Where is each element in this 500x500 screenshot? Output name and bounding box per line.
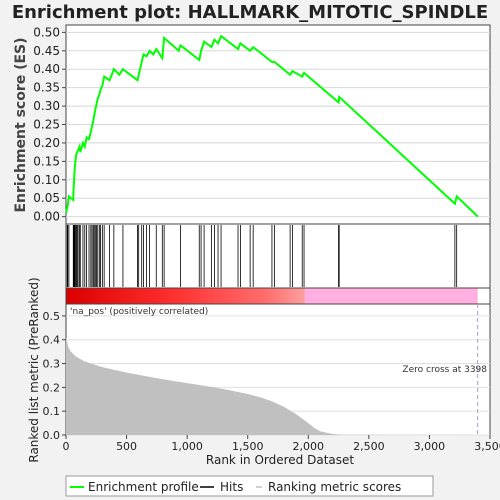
es-y-tick-label: 0.20 (33, 136, 60, 150)
legend-metric-label: Ranking metric scores (268, 480, 401, 494)
es-y-tick-label: 0.45 (33, 44, 60, 58)
es-y-tick-label: 0.25 (33, 118, 60, 132)
negative-segment (304, 288, 478, 304)
legend-box (65, 475, 434, 497)
legend-hits-label: Hits (220, 480, 243, 494)
x-tick-label: 0 (63, 440, 70, 453)
es-y-tick-label: 0.15 (33, 154, 60, 168)
zero-cross-label: Zero cross at 3398 (402, 365, 487, 375)
es-y-tick-label: 0.35 (33, 81, 60, 95)
es-grid (66, 31, 490, 218)
metric-y-tick-label: 0.4 (43, 334, 61, 347)
es-y-axis-label: Enrichment score (ES) (13, 37, 29, 212)
es-y-tick-label: 0.50 (33, 25, 60, 39)
metric-y-tick-label: 0.3 (43, 358, 61, 371)
enrichment-profile-line (65, 34, 479, 218)
metric-y-tick-label: 0.1 (43, 405, 61, 418)
metric-y-tick-label: 0.0 (43, 429, 61, 442)
x-tick-label: 3,500 (474, 440, 500, 453)
es-y-tick-label: 0.10 (33, 173, 60, 187)
hits-plot-area (65, 223, 491, 289)
es-y-tick-label: 0.30 (33, 99, 60, 113)
legend: Enrichment profile Hits Ranking metric s… (65, 475, 434, 497)
x-tick-label: 2,500 (353, 440, 385, 453)
x-tick-label: 500 (116, 440, 137, 453)
es-panel: 0.00 0.05 0.10 0.15 0.20 0.25 0.30 0.35 0.40 0.45… (13, 24, 491, 225)
hits-lines (66, 225, 458, 287)
x-axis-label: Rank in Ordered Dataset (206, 453, 354, 467)
positive-correlation-label: 'na_pos' (positively correlated) (70, 307, 208, 317)
legend-es-label: Enrichment profile (88, 480, 199, 494)
x-tick-label: 2,000 (293, 440, 325, 453)
es-y-tick-label: 0.05 (33, 191, 60, 205)
x-ticks: 0 500 1,000 1,500 2,000 2,500 3,000 3,500 (63, 435, 500, 453)
metric-y-tick-label: 0.2 (43, 381, 61, 394)
metric-y-axis-label: Ranked list metric (PreRanked) (27, 277, 41, 462)
chart-title: Enrichment plot: HALLMARK_MITOTIC_SPINDL… (12, 2, 488, 23)
hits-panel (65, 223, 491, 289)
es-y-tick-label: 0.00 (33, 210, 60, 224)
rank-color-bar (65, 287, 491, 305)
positive-segment (66, 288, 306, 304)
x-tick-label: 1,500 (232, 440, 264, 453)
es-y-ticks: 0.00 0.05 0.10 0.15 0.20 0.25 0.30 0.35 0.40 0.45… (33, 25, 66, 224)
x-tick-label: 1,000 (171, 440, 203, 453)
ranking-metric-area (66, 337, 478, 435)
metric-y-ticks: 0.0 0.1 0.2 0.3 0.4 0.5 (43, 310, 66, 442)
metric-y-tick-label: 0.5 (43, 310, 61, 323)
x-tick-label: 3,000 (414, 440, 446, 453)
es-y-tick-label: 0.40 (33, 62, 60, 76)
metric-panel: 0.0 0.1 0.2 0.3 0.4 0.5 0 500 1,000 1,500 2,000 2,… (27, 277, 500, 467)
